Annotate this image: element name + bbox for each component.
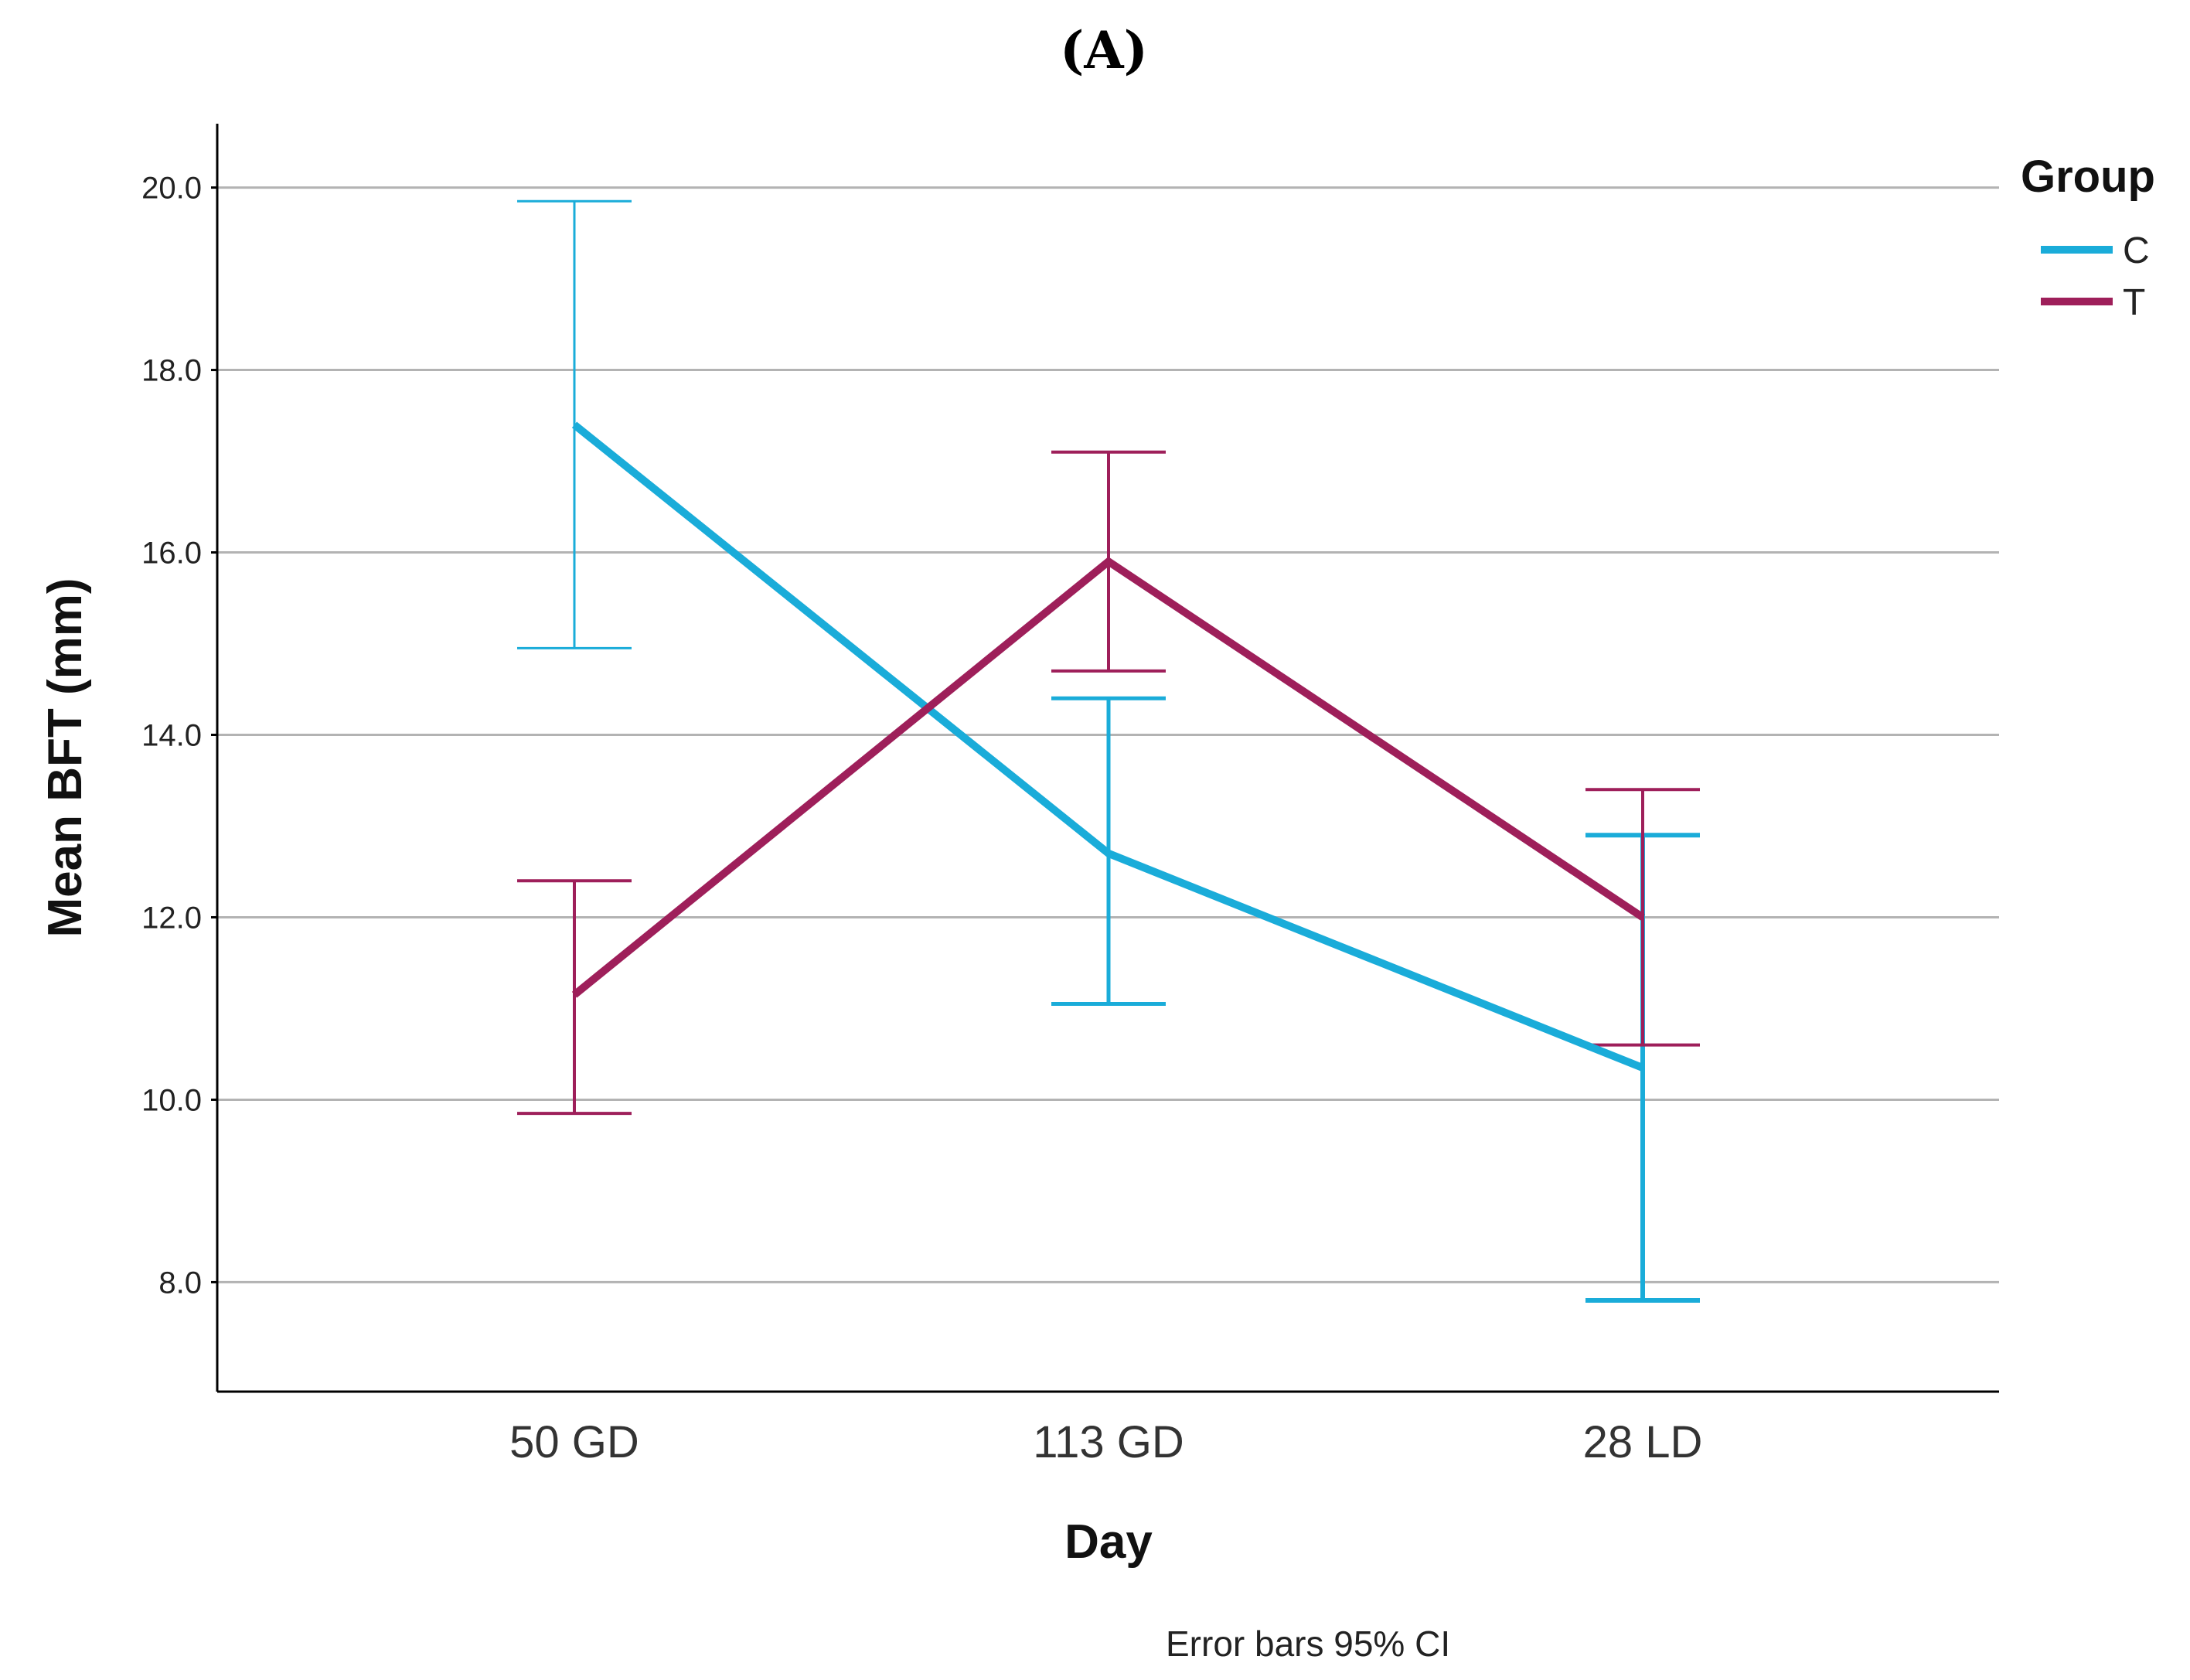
series-lines [571,421,1645,1072]
y-tick-label: 8.0 [158,1266,202,1300]
panel-label: (A) [1060,20,1148,80]
y-tick-label: 12.0 [141,901,202,935]
y-tick-label: 16.0 [141,537,202,571]
y-tick-label: 10.0 [141,1083,202,1117]
x-tick-label: 113 GD [1033,1417,1184,1467]
legend-label-T: T [2123,282,2145,323]
series-line-C [571,421,1644,1072]
y-tick-label: 14.0 [141,719,202,753]
x-tick-labels: 50 GD 113 GD 28 LD [509,1417,1702,1467]
legend-label-C: C [2123,230,2150,271]
x-tick-label: 28 LD [1583,1417,1703,1467]
y-tick-labels: 8.0 10.0 12.0 14.0 16.0 18.0 20.0 [141,172,217,1300]
y-tick-label: 20.0 [141,172,202,206]
error-bars [517,199,1700,1303]
series-line-T [571,557,1645,998]
y-axis-title: Mean BFT (mm) [39,578,92,938]
error-bars-note: Error bars 95% CI [1166,1624,1450,1664]
x-axis-title: Day [1064,1515,1153,1569]
x-tick-label: 50 GD [509,1417,639,1467]
y-tick-label: 18.0 [141,354,202,388]
legend-title: Group [2021,152,2155,202]
legend: Group CT [2021,152,2155,323]
